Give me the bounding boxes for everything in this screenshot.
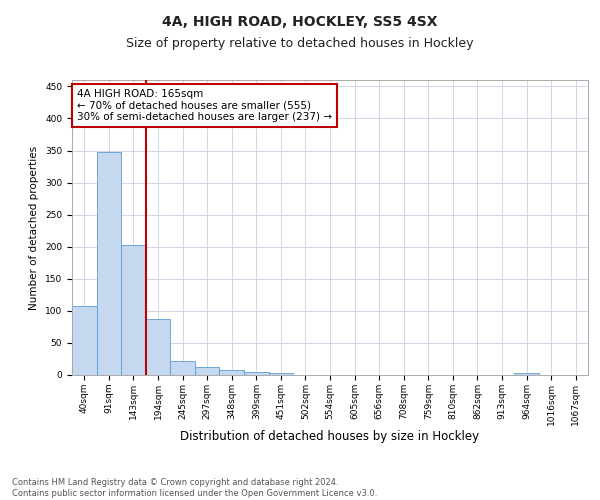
Bar <box>121 245 146 375</box>
Bar <box>244 372 269 375</box>
Bar <box>170 361 195 375</box>
X-axis label: Distribution of detached houses by size in Hockley: Distribution of detached houses by size … <box>181 430 479 444</box>
Y-axis label: Number of detached properties: Number of detached properties <box>29 146 40 310</box>
Text: 4A, HIGH ROAD, HOCKLEY, SS5 4SX: 4A, HIGH ROAD, HOCKLEY, SS5 4SX <box>162 15 438 29</box>
Bar <box>97 152 121 375</box>
Bar <box>514 373 539 375</box>
Bar <box>195 366 220 375</box>
Bar <box>269 373 293 375</box>
Bar <box>220 370 244 375</box>
Bar <box>146 318 170 375</box>
Text: Contains HM Land Registry data © Crown copyright and database right 2024.
Contai: Contains HM Land Registry data © Crown c… <box>12 478 377 498</box>
Text: 4A HIGH ROAD: 165sqm
← 70% of detached houses are smaller (555)
30% of semi-deta: 4A HIGH ROAD: 165sqm ← 70% of detached h… <box>77 89 332 122</box>
Bar <box>72 306 97 375</box>
Text: Size of property relative to detached houses in Hockley: Size of property relative to detached ho… <box>126 38 474 51</box>
